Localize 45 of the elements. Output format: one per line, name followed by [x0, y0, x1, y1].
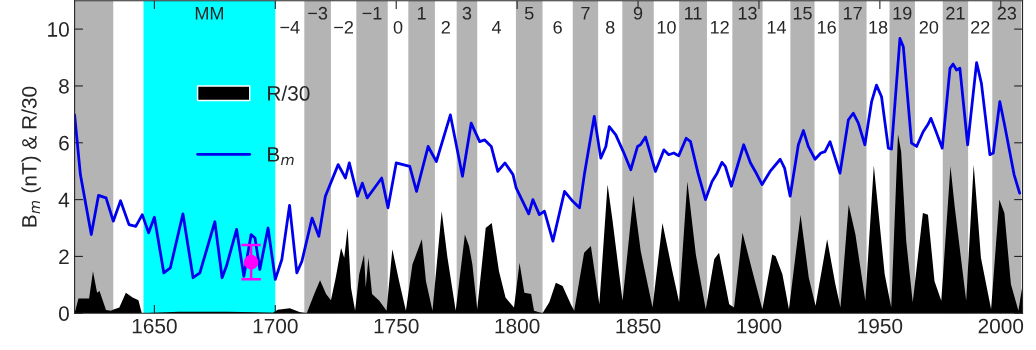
band-label: 13	[738, 6, 757, 20]
y-tick-label: 4	[58, 192, 70, 208]
annotation: −4	[280, 21, 300, 34]
annotation: 4	[491, 21, 502, 34]
band-label: 23	[997, 6, 1017, 20]
band-label: 7	[581, 7, 590, 20]
x-tick-label: 1800	[495, 318, 540, 334]
x-tick-label: 1900	[737, 318, 782, 334]
band-label: MM	[195, 7, 223, 20]
annotation: 12	[710, 20, 729, 34]
annotation: −2	[334, 20, 353, 34]
band-label: 11	[685, 7, 702, 20]
annotation: 22	[971, 20, 990, 34]
band-label: 9	[633, 6, 643, 20]
x-tick-label: 1650	[132, 318, 177, 334]
band-label: 15	[793, 7, 812, 20]
annotation: 0	[393, 20, 403, 34]
y-tick-label: 10	[48, 22, 69, 37]
annotation: 10	[657, 20, 676, 34]
band-label: 5	[524, 7, 534, 20]
x-tick-label: 2000	[978, 318, 1024, 334]
band-label: 21	[946, 6, 965, 20]
x-tick-label: 1750	[374, 318, 419, 334]
band-label: 1	[417, 7, 426, 20]
band-label: 17	[843, 7, 862, 20]
y-tick-label: 8	[59, 78, 69, 94]
y-tick-label: 6	[59, 135, 69, 151]
x-tick-label: 1850	[616, 318, 661, 334]
annotation: 16	[817, 20, 836, 34]
annotation: 6	[553, 20, 562, 34]
x-tick-label: 1700	[253, 318, 298, 334]
band-label: 19	[893, 6, 912, 20]
y-tick-label: 0	[58, 306, 69, 321]
y-axis-title: B$_{m}$ (nT) & R/30	[21, 86, 41, 227]
band-label: −3	[308, 6, 328, 20]
band-label: 3	[462, 6, 472, 20]
band-label: −1	[362, 7, 382, 20]
x-tick-label: 1950	[858, 318, 903, 334]
line-series	[74, 37, 1022, 281]
annotation: 18	[869, 20, 888, 34]
annotation: 14	[767, 21, 786, 34]
annotation: 8	[605, 20, 615, 34]
annotation: 2	[441, 20, 450, 34]
y-tick-label: 2	[59, 249, 69, 264]
annotation: 20	[919, 20, 939, 34]
